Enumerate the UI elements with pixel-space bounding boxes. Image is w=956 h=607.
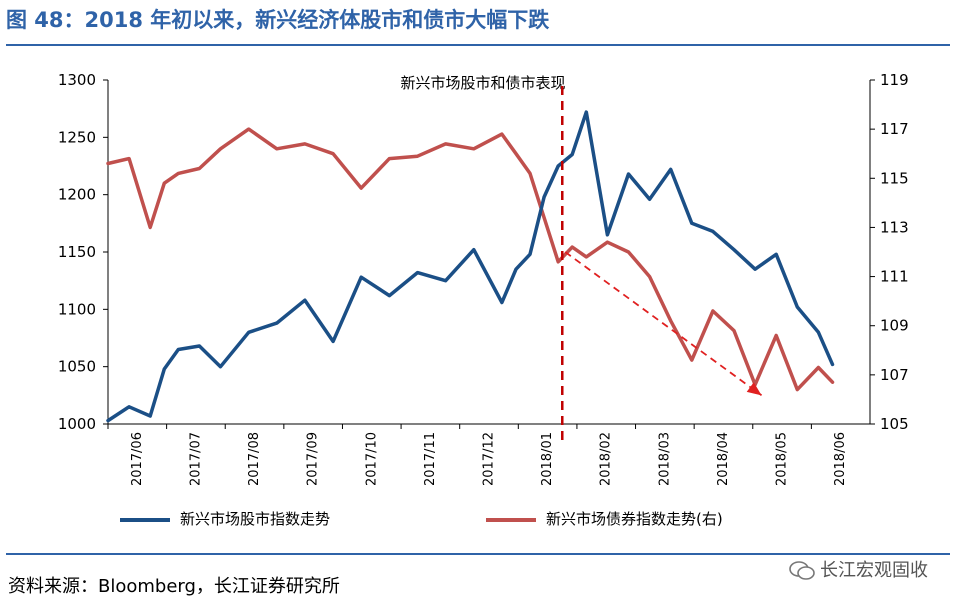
left-tick-label: 1150 bbox=[58, 243, 96, 261]
x-tick-label: 2018/03 bbox=[657, 432, 672, 486]
x-tick-label: 2017/11 bbox=[423, 432, 438, 486]
x-tick-label: 2018/04 bbox=[716, 432, 731, 486]
annotation-layer bbox=[561, 86, 763, 444]
bond-index-line bbox=[106, 127, 835, 392]
x-tick-label: 2017/12 bbox=[482, 432, 497, 486]
left-tick-label: 1200 bbox=[58, 186, 96, 204]
x-tick-label: 2018/05 bbox=[775, 432, 790, 486]
chart-axes bbox=[107, 80, 871, 425]
legend-stock: 新兴市场股市指数走势 bbox=[120, 508, 330, 529]
right-tick-label: 109 bbox=[880, 317, 909, 335]
x-tick-label: 2017/09 bbox=[306, 432, 321, 486]
x-tick-label: 2017/06 bbox=[130, 432, 145, 486]
legend-bond-label: 新兴市场债券指数走势(右) bbox=[546, 510, 723, 528]
right-axis-ticks: 105 107 109 111 113 115 117 119 bbox=[870, 71, 909, 433]
left-tick-label: 1300 bbox=[58, 71, 96, 89]
x-axis-ticks: 2017/06 2017/07 2017/08 2017/09 2017/10 2017/… bbox=[107, 424, 848, 486]
footer-divider bbox=[6, 553, 950, 555]
left-tick-label: 1000 bbox=[58, 415, 96, 433]
brand-badge: 长江宏观固收 bbox=[788, 556, 928, 582]
right-tick-label: 119 bbox=[880, 71, 909, 89]
left-tick-label: 1250 bbox=[58, 128, 96, 146]
x-tick-label: 2018/06 bbox=[833, 432, 848, 486]
x-tick-label: 2017/07 bbox=[188, 432, 203, 486]
stock-index-line bbox=[106, 110, 835, 423]
series-layer bbox=[106, 110, 835, 423]
chart-title: 新兴市场股市和债市表现 bbox=[400, 74, 565, 92]
right-tick-label: 107 bbox=[880, 366, 909, 384]
left-axis-ticks: 1000 1050 1100 1150 1200 1250 1300 bbox=[58, 71, 108, 433]
right-tick-label: 115 bbox=[880, 169, 909, 187]
brand-name: 长江宏观固收 bbox=[820, 560, 928, 581]
legend-bond-swatch bbox=[486, 517, 536, 522]
right-tick-label: 117 bbox=[880, 120, 909, 138]
right-tick-label: 105 bbox=[880, 415, 909, 433]
trend-arrow-head bbox=[746, 382, 762, 396]
legend-bond: 新兴市场债券指数走势(右) bbox=[486, 508, 723, 529]
x-tick-label: 2017/10 bbox=[364, 432, 379, 486]
figure-title: 图 48：2018 年初以来，新兴经济体股市和债市大幅下跌 bbox=[6, 8, 550, 32]
x-tick-label: 2018/02 bbox=[599, 432, 614, 486]
legend-stock-swatch bbox=[120, 517, 170, 522]
source-note: 资料来源：Bloomberg，长江证券研究所 bbox=[8, 576, 340, 597]
line-chart: 新兴市场股市和债市表现 1000 1050 1100 1150 1200 1250 1300… bbox=[58, 71, 909, 486]
trend-arrow-line bbox=[564, 251, 763, 397]
x-tick-label: 2018/01 bbox=[540, 432, 555, 486]
left-tick-label: 1050 bbox=[58, 358, 96, 376]
legend-stock-label: 新兴市场股市指数走势 bbox=[180, 510, 331, 528]
right-tick-label: 113 bbox=[880, 218, 909, 236]
title-divider bbox=[6, 44, 950, 46]
wechat-icon bbox=[789, 561, 815, 580]
right-tick-label: 111 bbox=[880, 268, 909, 286]
left-tick-label: 1100 bbox=[58, 300, 96, 318]
x-tick-label: 2017/08 bbox=[247, 432, 262, 486]
